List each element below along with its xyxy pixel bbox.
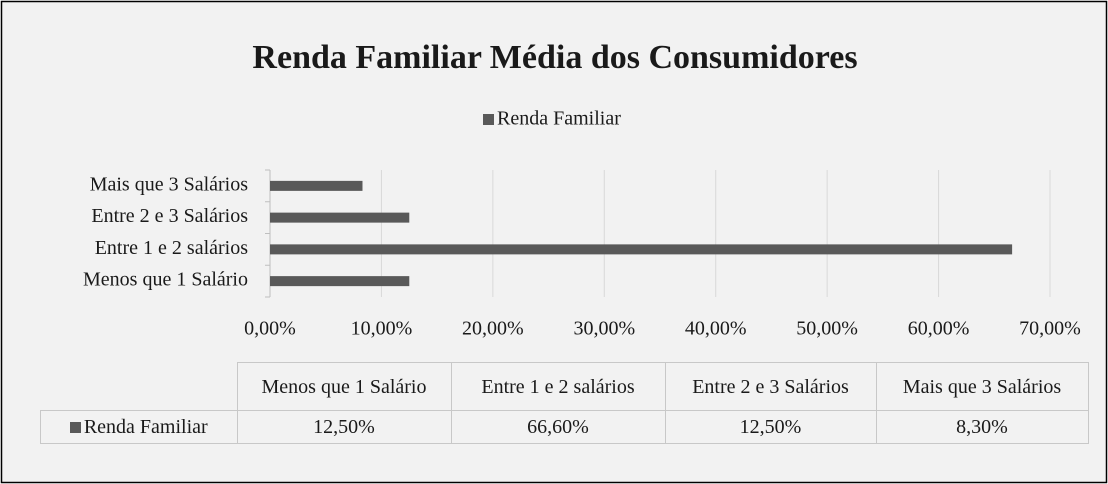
series-name: Renda Familiar — [83, 416, 208, 438]
table-header-cell: Mais que 3 Salários — [875, 362, 1089, 411]
y-tick-label: Entre 1 e 2 salários — [95, 237, 248, 259]
table-header-cell: Menos que 1 Salário — [236, 362, 452, 411]
table-row: Renda Familiar 12,50% 66,60% 12,50% 8,30% — [40, 410, 1089, 444]
table-header: Menos que 1 Salário Entre 1 e 2 salários E… — [40, 362, 1089, 411]
x-tick-label: 20,00% — [462, 318, 524, 340]
table-header-cell: Entre 1 e 2 salários — [450, 362, 666, 411]
legend-marker — [69, 422, 81, 433]
x-tick-label: 10,00% — [351, 318, 413, 340]
x-tick-label: 30,00% — [573, 318, 635, 340]
y-tick-label: Entre 2 e 3 Salários — [91, 205, 248, 227]
blank-cell — [40, 362, 238, 411]
x-tick-label: 50,00% — [796, 318, 858, 340]
bar — [270, 180, 363, 191]
x-tick-label: 70,00% — [1019, 318, 1081, 340]
y-tick-label: Mais que 3 Salários — [90, 173, 249, 195]
data-table: Menos que 1 Salário Entre 1 e 2 salários E… — [40, 362, 1089, 444]
bar — [270, 244, 1013, 255]
bar — [270, 276, 410, 287]
legend-marker — [483, 114, 494, 125]
x-tick-label: 40,00% — [685, 318, 747, 340]
x-tick-label: 60,00% — [908, 318, 970, 340]
series-cell: Renda Familiar — [40, 410, 238, 444]
x-tick-label: 0,00% — [244, 318, 296, 340]
legend-label: Renda Familiar — [497, 108, 621, 130]
chart-title: Renda Familiar Média dos Consumidores — [252, 39, 857, 76]
table-value-cell: 12,50% — [236, 410, 452, 444]
bar — [270, 212, 410, 223]
y-tick-label: Menos que 1 Salário — [83, 269, 248, 291]
table-header-cell: Entre 2 e 3 Salários — [664, 362, 877, 411]
table-value-cell: 12,50% — [664, 410, 877, 444]
table-value-cell: 66,60% — [450, 410, 666, 444]
table-value-cell: 8,30% — [875, 410, 1089, 444]
